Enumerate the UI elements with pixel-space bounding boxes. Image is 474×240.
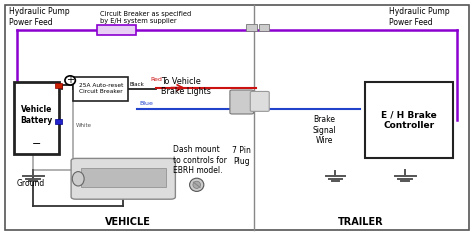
Text: +: + xyxy=(66,75,74,85)
Bar xyxy=(55,119,62,124)
Text: White: White xyxy=(76,123,92,128)
Ellipse shape xyxy=(72,172,84,186)
Text: Circuit Breaker as specified
by E/H system supplier: Circuit Breaker as specified by E/H syst… xyxy=(100,11,191,24)
Text: TRAILER: TRAILER xyxy=(337,217,383,227)
Bar xyxy=(73,77,128,101)
Ellipse shape xyxy=(65,76,75,85)
Ellipse shape xyxy=(190,178,204,192)
Bar xyxy=(259,24,269,31)
FancyBboxPatch shape xyxy=(230,90,254,114)
Text: Dash mount
to controls for
EBRH model.: Dash mount to controls for EBRH model. xyxy=(173,145,227,175)
Text: To Vehicle
Brake Lights: To Vehicle Brake Lights xyxy=(161,77,211,96)
Text: Ground: Ground xyxy=(17,179,45,188)
FancyBboxPatch shape xyxy=(250,91,269,111)
Text: 7 Pin
Plug: 7 Pin Plug xyxy=(232,146,251,166)
Text: Blue: Blue xyxy=(140,101,154,106)
Bar xyxy=(81,168,166,187)
Text: −: − xyxy=(32,139,41,149)
Text: Hydraulic Pump
Power Feed: Hydraulic Pump Power Feed xyxy=(9,7,70,27)
FancyBboxPatch shape xyxy=(71,158,175,199)
Bar xyxy=(14,82,59,154)
Text: Black: Black xyxy=(129,82,144,87)
Bar xyxy=(97,25,136,35)
Text: E / H Brake
Controller: E / H Brake Controller xyxy=(381,110,437,130)
Text: Red: Red xyxy=(151,77,163,82)
Text: 25A Auto-reset
Circuit Breaker: 25A Auto-reset Circuit Breaker xyxy=(79,84,123,94)
Bar xyxy=(365,82,453,158)
Text: Hydraulic Pump
Power Feed: Hydraulic Pump Power Feed xyxy=(389,7,449,27)
Bar xyxy=(55,83,62,88)
Text: Vehicle
Battery: Vehicle Battery xyxy=(20,106,53,125)
Ellipse shape xyxy=(193,181,201,188)
Text: VEHICLE: VEHICLE xyxy=(105,217,151,227)
Bar xyxy=(246,24,257,31)
Text: Brake
Signal
Wire: Brake Signal Wire xyxy=(313,115,337,145)
